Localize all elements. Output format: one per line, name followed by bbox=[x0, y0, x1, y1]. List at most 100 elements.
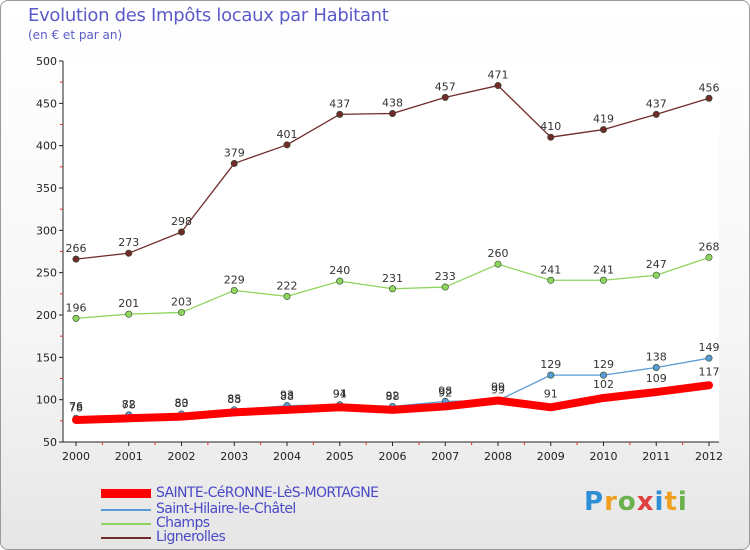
y-tick-label: 200 bbox=[36, 309, 57, 322]
data-label-champs: 231 bbox=[382, 272, 403, 285]
x-tick-label: 2001 bbox=[115, 450, 143, 463]
data-label-sainte-c-ronne-l-s-mortagne: 76 bbox=[69, 400, 83, 413]
data-point-champs bbox=[125, 310, 133, 318]
legend-label: Champs bbox=[156, 515, 210, 531]
data-point-sainte-c-ronne-l-s-mortagne bbox=[178, 413, 185, 421]
data-label-saint-hilaire-le-ch-tel: 88 bbox=[227, 393, 241, 406]
data-label-sainte-c-ronne-l-s-mortagne: 91 bbox=[333, 387, 347, 400]
y-tick-label: 500 bbox=[36, 55, 57, 68]
x-tick-label: 2005 bbox=[326, 450, 354, 463]
data-label-lignerolles: 266 bbox=[66, 242, 87, 255]
data-label-saint-hilaire-le-ch-tel: 99 bbox=[491, 384, 505, 397]
x-tick-label: 2009 bbox=[537, 450, 565, 463]
data-point-saint-hilaire-le-ch-tel bbox=[652, 363, 660, 371]
data-label-lignerolles: 379 bbox=[224, 146, 245, 159]
logo-letter: i bbox=[654, 487, 665, 517]
data-label-saint-hilaire-le-ch-tel: 83 bbox=[175, 397, 189, 410]
data-point-sainte-c-ronne-l-s-mortagne bbox=[230, 408, 238, 416]
data-label-saint-hilaire-le-ch-tel: 129 bbox=[540, 358, 561, 371]
chart-subtitle: (en € et par an) bbox=[28, 28, 123, 42]
data-point-champs bbox=[652, 271, 660, 279]
x-tick-label: 2011 bbox=[642, 450, 670, 463]
data-label-lignerolles: 298 bbox=[171, 215, 192, 228]
data-point-sainte-c-ronne-l-s-mortagne bbox=[336, 403, 344, 411]
data-label-lignerolles: 401 bbox=[277, 128, 298, 141]
y-tick-label: 50 bbox=[43, 436, 57, 449]
data-label-saint-hilaire-le-ch-tel: 98 bbox=[438, 384, 452, 397]
chart-title: Evolution des Impôts locaux par Habitant bbox=[28, 5, 389, 26]
logo-letter: r bbox=[604, 487, 618, 517]
logo-letter: t bbox=[664, 487, 678, 517]
data-label-sainte-c-ronne-l-s-mortagne: 80 bbox=[175, 397, 189, 410]
data-point-champs bbox=[283, 292, 291, 300]
data-point-lignerolles bbox=[230, 159, 238, 167]
plot-area bbox=[63, 61, 719, 442]
data-label-sainte-c-ronne-l-s-mortagne: 88 bbox=[280, 390, 294, 403]
data-label-sainte-c-ronne-l-s-mortagne: 78 bbox=[122, 398, 136, 411]
data-point-lignerolles bbox=[178, 228, 186, 236]
data-point-sainte-c-ronne-l-s-mortagne bbox=[600, 394, 607, 402]
data-point-champs bbox=[494, 260, 502, 268]
data-label-champs: 268 bbox=[699, 240, 720, 253]
data-label-sainte-c-ronne-l-s-mortagne: 99 bbox=[491, 381, 505, 394]
data-label-saint-hilaire-le-ch-tel: 78 bbox=[69, 401, 83, 414]
legend-label: Saint-Hilaire-le-Châtel bbox=[156, 501, 296, 517]
data-point-lignerolles bbox=[441, 93, 449, 101]
legend-swatch bbox=[101, 509, 151, 511]
data-point-champs bbox=[547, 276, 555, 284]
data-point-lignerolles bbox=[547, 133, 555, 141]
data-label-saint-hilaire-le-ch-tel: 138 bbox=[646, 350, 667, 363]
x-tick-label: 2003 bbox=[220, 450, 248, 463]
data-label-saint-hilaire-le-ch-tel: 149 bbox=[699, 341, 720, 354]
data-point-sainte-c-ronne-l-s-mortagne bbox=[72, 416, 80, 424]
data-label-champs: 241 bbox=[593, 263, 614, 276]
data-label-sainte-c-ronne-l-s-mortagne: 85 bbox=[227, 392, 241, 405]
data-label-lignerolles: 457 bbox=[435, 80, 456, 93]
data-label-champs: 233 bbox=[435, 270, 456, 283]
x-tick-label: 2006 bbox=[379, 450, 407, 463]
data-point-saint-hilaire-le-ch-tel bbox=[705, 354, 713, 362]
data-label-champs: 260 bbox=[488, 247, 509, 260]
legend-swatch bbox=[101, 489, 151, 498]
data-label-lignerolles: 410 bbox=[540, 120, 561, 133]
data-point-lignerolles bbox=[494, 82, 502, 90]
data-point-saint-hilaire-le-ch-tel bbox=[547, 371, 555, 379]
data-point-lignerolles bbox=[336, 110, 344, 118]
y-tick-label: 450 bbox=[36, 97, 57, 110]
data-point-sainte-c-ronne-l-s-mortagne bbox=[652, 388, 660, 396]
data-label-sainte-c-ronne-l-s-mortagne: 102 bbox=[593, 378, 614, 391]
data-label-champs: 222 bbox=[277, 279, 298, 292]
y-tick-label: 250 bbox=[36, 267, 57, 280]
data-label-champs: 201 bbox=[118, 297, 139, 310]
data-label-lignerolles: 471 bbox=[488, 69, 509, 82]
x-tick-label: 2007 bbox=[431, 450, 459, 463]
data-point-champs bbox=[705, 253, 713, 261]
legend-label: Lignerolles bbox=[156, 529, 226, 545]
data-label-lignerolles: 437 bbox=[329, 97, 350, 110]
y-tick-label: 300 bbox=[36, 224, 57, 237]
data-label-lignerolles: 456 bbox=[699, 81, 720, 94]
data-label-sainte-c-ronne-l-s-mortagne: 117 bbox=[699, 365, 720, 378]
data-label-sainte-c-ronne-l-s-mortagne: 92 bbox=[438, 386, 452, 399]
data-point-champs bbox=[230, 286, 238, 294]
x-tick-label: 2008 bbox=[484, 450, 512, 463]
data-point-sainte-c-ronne-l-s-mortagne bbox=[547, 403, 555, 411]
data-label-lignerolles: 438 bbox=[382, 96, 403, 109]
data-point-lignerolles bbox=[388, 109, 396, 117]
legend-label: SAINTE-CéRONNE-LèS-MORTAGNE bbox=[156, 485, 379, 501]
data-label-champs: 247 bbox=[646, 258, 667, 271]
data-point-sainte-c-ronne-l-s-mortagne bbox=[705, 381, 713, 389]
x-tick-label: 2002 bbox=[168, 450, 196, 463]
data-label-saint-hilaire-le-ch-tel: 82 bbox=[122, 398, 136, 411]
x-tick-label: 2004 bbox=[273, 450, 301, 463]
logo-letter: x bbox=[636, 487, 655, 517]
x-tick-label: 2012 bbox=[695, 450, 723, 463]
logo-letter: o bbox=[617, 487, 637, 517]
data-point-lignerolles bbox=[283, 141, 291, 149]
data-point-sainte-c-ronne-l-s-mortagne bbox=[494, 397, 502, 405]
y-tick-label: 100 bbox=[36, 394, 57, 407]
data-point-sainte-c-ronne-l-s-mortagne bbox=[441, 402, 449, 410]
legend-swatch bbox=[101, 537, 151, 539]
x-tick-label: 2010 bbox=[590, 450, 618, 463]
